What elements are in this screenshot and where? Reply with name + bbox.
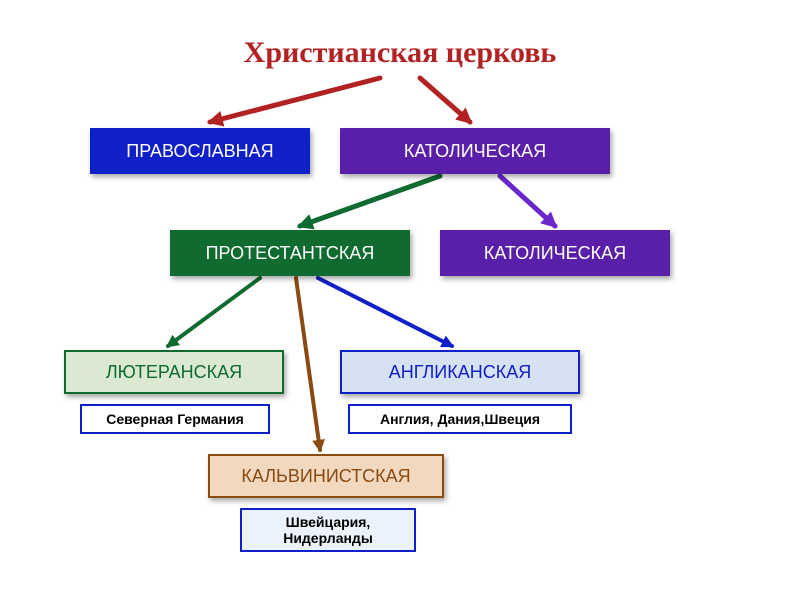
node-protestant: ПРОТЕСТАНТСКАЯ — [170, 230, 410, 276]
node-calvinist: КАЛЬВИНИСТСКАЯ — [208, 454, 444, 498]
node-anglican: АНГЛИКАНСКАЯ — [340, 350, 580, 394]
node-catholic-top: КАТОЛИЧЕСКАЯ — [340, 128, 610, 174]
diagram-title: Христианская церковь — [150, 36, 650, 76]
node-catholic-sub: КАТОЛИЧЕСКАЯ — [440, 230, 670, 276]
note-anglican: Англия, Дания,Швеция — [348, 404, 572, 434]
note-calvinist: Швейцария, Нидерланды — [240, 508, 416, 552]
diagram-stage: Христианская церковь ПРАВОСЛАВНАЯ КАТОЛИ… — [0, 0, 800, 600]
note-lutheran: Северная Германия — [80, 404, 270, 434]
node-orthodox: ПРАВОСЛАВНАЯ — [90, 128, 310, 174]
node-lutheran: ЛЮТЕРАНСКАЯ — [64, 350, 284, 394]
